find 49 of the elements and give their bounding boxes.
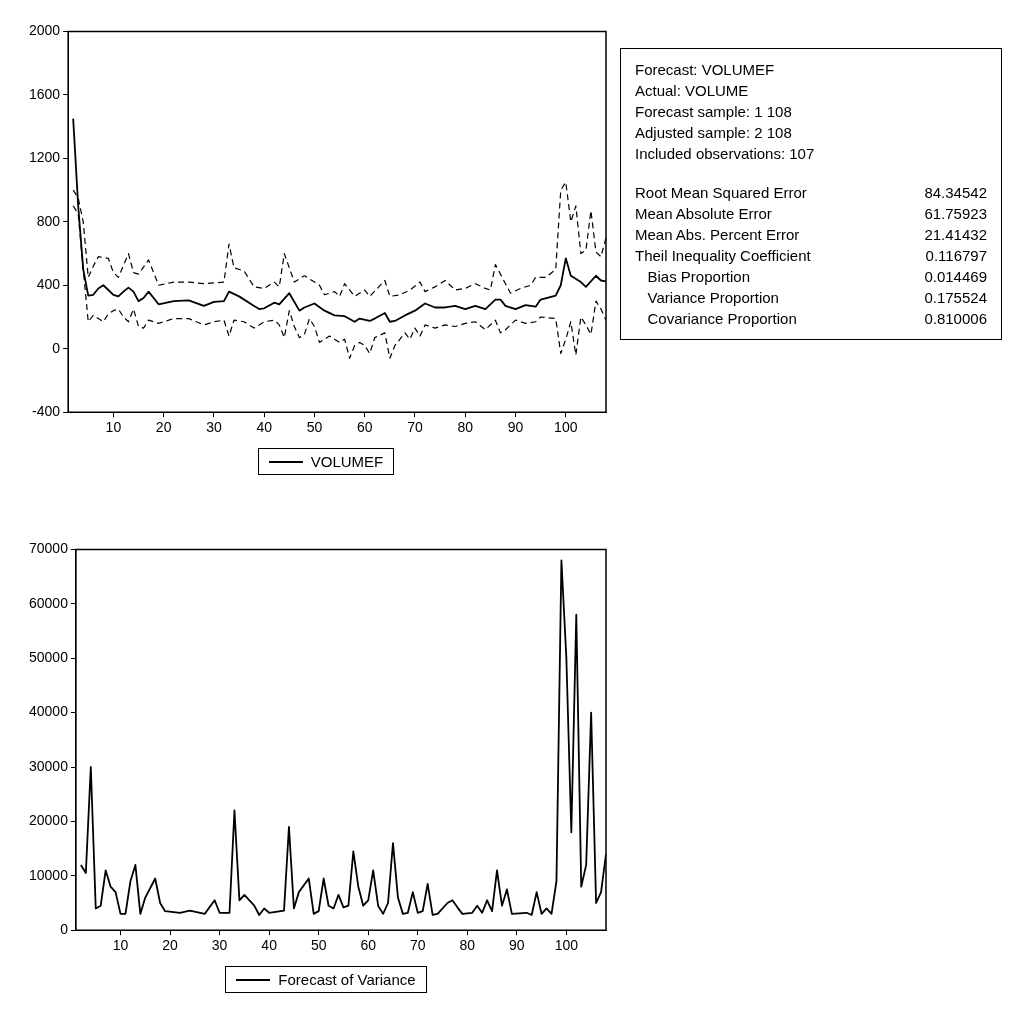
- y-tick-label: 800: [36, 212, 61, 229]
- x-tick-label: 70: [409, 937, 426, 954]
- x-tick-label: 90: [509, 937, 525, 954]
- y-tick-label: 40000: [28, 703, 69, 720]
- text: Forecast: VOLUMEF: [635, 60, 776, 80]
- legend-label: Forecast of Variance: [278, 971, 416, 988]
- x-tick-label: 60: [360, 937, 377, 954]
- text: Adjusted sample: 2 108: [635, 123, 793, 143]
- x-tick-label: 20: [155, 419, 172, 436]
- y-tick-label: 0: [52, 339, 61, 356]
- x-tick-label: 90: [507, 419, 524, 436]
- x-tick-label: 50: [306, 419, 323, 436]
- y-tick-label: 10000: [28, 866, 69, 883]
- text: Bias Proportion 0.014469: [647, 268, 987, 285]
- text: Root Mean Squared Error 84.34542: [635, 184, 987, 201]
- y-tick-label: 60000: [28, 594, 69, 611]
- y-tick-label: 70000: [28, 540, 69, 557]
- x-tick-label: 50: [310, 937, 327, 954]
- legend-label: VOLUMEF: [310, 453, 384, 470]
- x-tick-label: 70: [407, 419, 423, 436]
- text: Included observations: 107: [635, 144, 816, 164]
- x-tick-label: 40: [261, 937, 278, 954]
- y-tick-label: 20000: [28, 812, 69, 829]
- y-tick-label: 2000: [28, 22, 61, 39]
- text: Mean Absolute Error 61.75923: [635, 205, 987, 222]
- y-tick-label: 1600: [28, 85, 61, 102]
- x-tick-label: 100: [554, 419, 578, 436]
- y-tick-label: 50000: [28, 649, 69, 666]
- x-tick-label: 40: [256, 419, 273, 436]
- y-tick-label: 0: [60, 921, 69, 938]
- x-tick-label: 30: [206, 419, 222, 436]
- x-tick-label: 10: [112, 937, 129, 954]
- text: Actual: VOLUME: [635, 81, 750, 101]
- x-tick-label: 80: [457, 419, 474, 436]
- text: Covariance Proportion 0.810006: [647, 310, 987, 327]
- y-tick-label: 30000: [28, 757, 69, 774]
- x-tick-label: 100: [554, 937, 579, 954]
- text: Theil Inequality Coefficient 0.116797: [635, 247, 987, 264]
- x-tick-label: 30: [211, 937, 228, 954]
- x-tick-label: 10: [105, 419, 122, 436]
- y-tick-label: -400: [32, 403, 61, 420]
- text: Variance Proportion 0.175524: [647, 289, 987, 306]
- y-tick-label: 400: [36, 276, 61, 293]
- x-tick-label: 80: [459, 937, 476, 954]
- x-tick-label: 60: [356, 419, 373, 436]
- text: Forecast sample: 1 108: [635, 102, 793, 122]
- text: Mean Abs. Percent Error 21.41432: [635, 226, 987, 243]
- x-tick-label: 20: [162, 937, 179, 954]
- y-tick-label: 1200: [28, 149, 61, 166]
